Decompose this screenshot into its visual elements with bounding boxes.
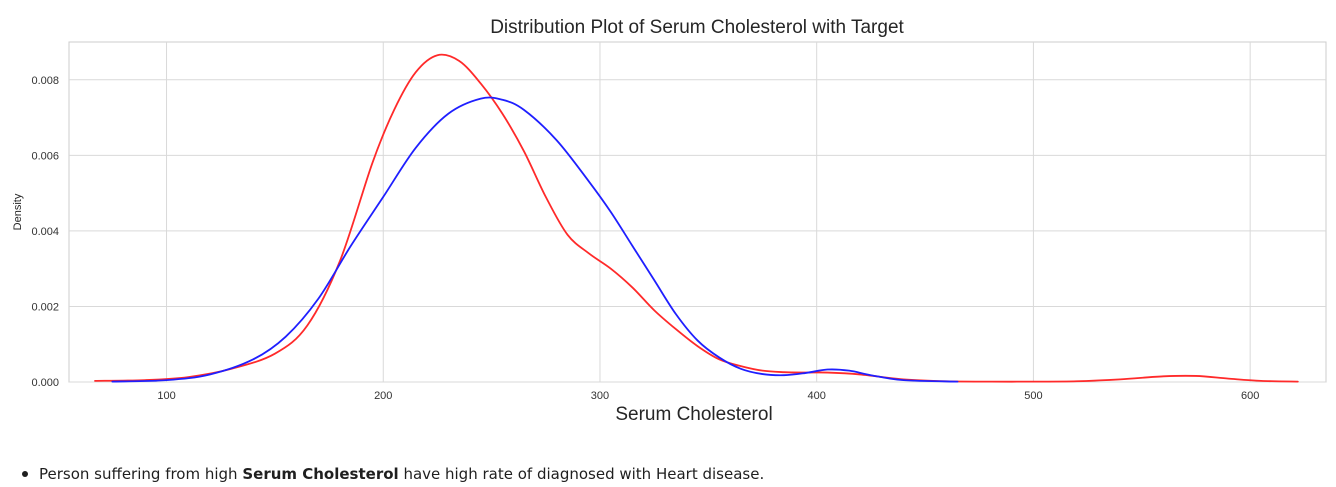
- x-tick-label: 500: [1024, 390, 1042, 402]
- x-tick-label: 400: [808, 390, 826, 402]
- insight-note: Person suffering from high Serum Cholest…: [22, 465, 764, 483]
- y-tick-label: 0.004: [31, 226, 59, 238]
- x-axis-label: Serum Cholesterol: [615, 404, 772, 425]
- chart-title: Distribution Plot of Serum Cholesterol w…: [490, 17, 904, 38]
- x-tick-label: 300: [591, 390, 609, 402]
- y-tick-labels: 0.000 0.002 0.004 0.006 0.008: [31, 75, 59, 389]
- x-tick-label: 600: [1241, 390, 1259, 402]
- note-text: Person suffering from high Serum Cholest…: [39, 465, 764, 483]
- x-tick-labels: 100 200 300 400 500 600: [157, 390, 1259, 402]
- x-tick-label: 100: [157, 390, 175, 402]
- y-axis-label: Density: [12, 193, 24, 230]
- y-tick-label: 0.006: [31, 150, 59, 162]
- note-bold-term: Serum Cholesterol: [242, 465, 399, 483]
- y-tick-label: 0.000: [31, 377, 59, 389]
- y-tick-label: 0.002: [31, 301, 59, 313]
- density-curves: [94, 53, 1299, 383]
- grid-lines: [69, 42, 1326, 383]
- density-curve-blue: [111, 96, 959, 383]
- x-tick-label: 200: [374, 390, 392, 402]
- plot-area: [68, 41, 1327, 383]
- distribution-chart: 100 200 300 400 500 600 0.0000.0020.0040.0060…: [12, 17, 1327, 425]
- note-prefix: Person suffering from high: [39, 465, 243, 483]
- bullet-icon: [22, 471, 28, 477]
- note-suffix: have high rate of diagnosed with Heart d…: [398, 465, 765, 483]
- density-curve-red: [94, 53, 1299, 383]
- y-tick-label: 0.008: [31, 75, 59, 87]
